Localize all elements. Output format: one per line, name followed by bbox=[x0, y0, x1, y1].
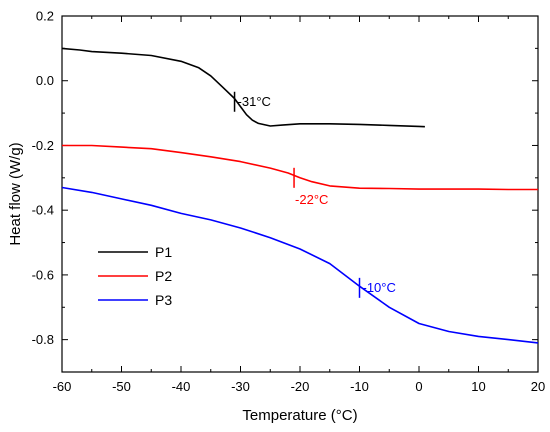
legend-label: P1 bbox=[155, 244, 172, 260]
y-tick-label: -0.8 bbox=[32, 332, 54, 347]
x-tick-label: -60 bbox=[53, 379, 72, 394]
y-tick-label: 0.0 bbox=[36, 73, 54, 88]
x-axis-title: Temperature (°C) bbox=[242, 407, 357, 424]
y-tick-label: -0.2 bbox=[32, 138, 54, 153]
y-tick-label: -0.6 bbox=[32, 267, 54, 282]
x-tick-label: 0 bbox=[415, 379, 422, 394]
x-tick-label: -10 bbox=[350, 379, 369, 394]
y-tick-label: -0.4 bbox=[32, 203, 54, 218]
x-tick-label: -20 bbox=[291, 379, 310, 394]
legend: P1 P2 P3 bbox=[98, 244, 172, 308]
x-tick-label: 20 bbox=[531, 379, 545, 394]
x-tick-label: 10 bbox=[471, 379, 485, 394]
legend-label: P2 bbox=[155, 268, 172, 284]
series-line-p1 bbox=[62, 48, 425, 126]
transition-label: -10°C bbox=[363, 280, 396, 295]
series-line-p2 bbox=[62, 146, 538, 190]
legend-label: P3 bbox=[155, 292, 172, 308]
x-tick-label: -50 bbox=[112, 379, 131, 394]
transition-label: -31°C bbox=[238, 94, 271, 109]
series-line-p3 bbox=[62, 188, 538, 343]
transition-label: -22°C bbox=[295, 192, 328, 207]
y-tick-label: 0.2 bbox=[36, 9, 54, 24]
x-tick-label: -30 bbox=[231, 379, 250, 394]
x-tick-label: -40 bbox=[172, 379, 191, 394]
y-axis-ticks: 0.2 0.0 -0.2 -0.4 -0.6 -0.8 bbox=[32, 9, 538, 348]
y-axis-title: Heat flow (W/g) bbox=[7, 142, 24, 245]
